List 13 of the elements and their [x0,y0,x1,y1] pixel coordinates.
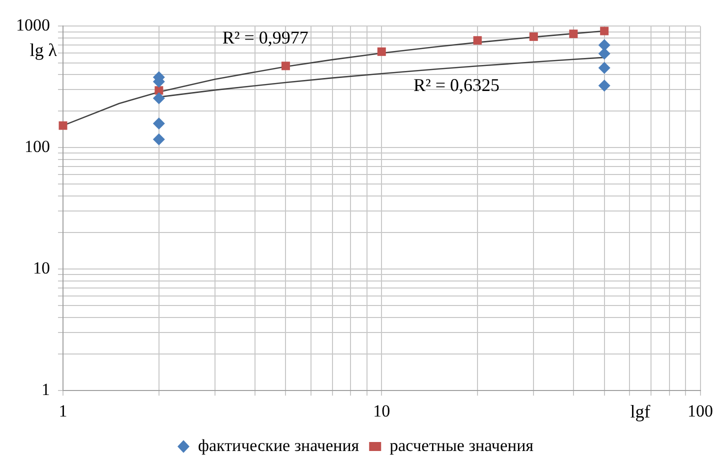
y-tick-label: 1 [42,380,50,400]
y-axis-title: lg λ [30,40,58,60]
legend-label: фактические значения [198,436,360,455]
x-axis-title: lgf [630,401,650,422]
annotation: R² = 0,6325 [413,75,500,96]
x-tick-label: 1 [58,401,68,420]
y-tick-label: 10 [33,258,50,278]
annotation: R² = 0,9977 [222,28,308,48]
x-tick-label: 100 [688,401,713,420]
legend-label: расчетные значения [390,436,534,455]
y-tick-label: 100 [24,137,50,156]
y-tick-label: 1000 [16,16,50,35]
x-tick-label: 10 [373,401,390,420]
